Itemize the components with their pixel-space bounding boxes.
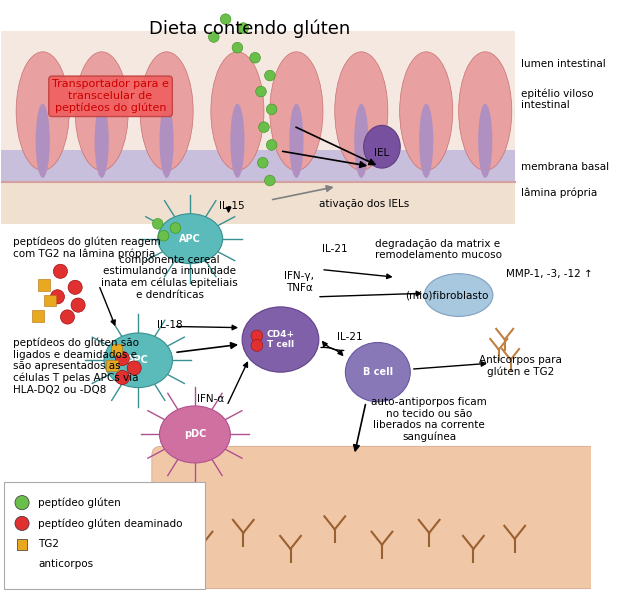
- Circle shape: [250, 52, 260, 63]
- Text: anticorpos: anticorpos: [38, 559, 93, 569]
- Circle shape: [257, 157, 268, 168]
- Text: Anticorpos para
glúten e TG2: Anticorpos para glúten e TG2: [479, 355, 562, 377]
- Text: TG2: TG2: [38, 539, 59, 549]
- Text: lumen intestinal: lumen intestinal: [521, 58, 606, 69]
- Text: IL-21: IL-21: [336, 331, 362, 342]
- Text: B cell: B cell: [363, 367, 393, 377]
- Ellipse shape: [231, 104, 244, 178]
- Ellipse shape: [242, 307, 319, 372]
- Ellipse shape: [459, 52, 511, 170]
- Ellipse shape: [345, 343, 411, 402]
- Circle shape: [221, 14, 231, 24]
- Ellipse shape: [16, 52, 69, 170]
- Ellipse shape: [104, 333, 173, 387]
- Text: peptídeo glúten deaminado: peptídeo glúten deaminado: [38, 518, 183, 529]
- Text: IEL: IEL: [374, 148, 389, 158]
- FancyBboxPatch shape: [1, 182, 515, 224]
- Text: membrana basal: membrana basal: [521, 163, 609, 172]
- Circle shape: [60, 310, 75, 324]
- Circle shape: [15, 495, 29, 510]
- Ellipse shape: [364, 125, 400, 168]
- Circle shape: [238, 23, 249, 33]
- FancyBboxPatch shape: [152, 446, 597, 589]
- Text: peptídeos do glúten reagem
com TG2 na lâmina própria: peptídeos do glúten reagem com TG2 na lâ…: [13, 236, 161, 259]
- Text: IFN-α: IFN-α: [197, 394, 224, 404]
- Circle shape: [255, 86, 266, 97]
- Ellipse shape: [354, 104, 368, 178]
- Circle shape: [251, 340, 263, 352]
- Circle shape: [266, 104, 277, 114]
- Circle shape: [266, 139, 277, 150]
- Circle shape: [170, 223, 181, 234]
- Circle shape: [158, 231, 169, 241]
- Text: peptídeo glúten: peptídeo glúten: [38, 498, 121, 508]
- FancyBboxPatch shape: [1, 150, 515, 182]
- Ellipse shape: [159, 104, 174, 178]
- Circle shape: [127, 361, 141, 375]
- Circle shape: [15, 516, 29, 530]
- Circle shape: [68, 280, 82, 294]
- Text: lâmina própria: lâmina própria: [521, 187, 597, 198]
- Circle shape: [71, 298, 85, 312]
- Text: (mio)fibroblasto: (mio)fibroblasto: [405, 290, 488, 300]
- Circle shape: [115, 370, 130, 384]
- Text: APC: APC: [127, 355, 150, 365]
- Ellipse shape: [400, 52, 453, 170]
- Text: peptídeos do glúten são
ligados e deamidados e
são apresentados as
células T pel: peptídeos do glúten são ligados e deamid…: [13, 337, 139, 395]
- Ellipse shape: [424, 274, 493, 316]
- Text: MMP-1, -3, -12 ↑: MMP-1, -3, -12 ↑: [506, 269, 592, 280]
- Circle shape: [251, 330, 263, 342]
- Text: IL-15: IL-15: [219, 201, 244, 211]
- Ellipse shape: [289, 104, 303, 178]
- Ellipse shape: [159, 406, 231, 463]
- Text: IL-18: IL-18: [157, 319, 183, 330]
- Ellipse shape: [478, 104, 492, 178]
- Ellipse shape: [419, 104, 433, 178]
- Text: auto-antiporpos ficam
no tecido ou são
liberados na corrente
sanguínea: auto-antiporpos ficam no tecido ou são l…: [371, 397, 487, 442]
- Ellipse shape: [140, 52, 193, 170]
- Text: Dieta contendo glúten: Dieta contendo glúten: [148, 19, 350, 38]
- FancyBboxPatch shape: [1, 31, 515, 159]
- Ellipse shape: [36, 104, 50, 178]
- Circle shape: [259, 122, 269, 132]
- Ellipse shape: [158, 214, 222, 263]
- Ellipse shape: [270, 52, 323, 170]
- Ellipse shape: [211, 52, 264, 170]
- Circle shape: [265, 70, 275, 81]
- Text: degradação da matrix e
remodelamento mucoso: degradação da matrix e remodelamento muc…: [374, 238, 502, 260]
- Circle shape: [209, 32, 219, 42]
- Text: IFN-γ,
TNFα: IFN-γ, TNFα: [284, 271, 315, 293]
- Text: ativação dos IELs: ativação dos IELs: [319, 199, 409, 209]
- Text: IL-21: IL-21: [322, 244, 348, 254]
- Circle shape: [153, 219, 163, 229]
- Ellipse shape: [335, 52, 388, 170]
- Text: APC: APC: [179, 234, 201, 244]
- Text: CD4+
T cell: CD4+ T cell: [267, 330, 295, 349]
- Text: pDC: pDC: [184, 430, 206, 439]
- Text: Transportador para e
transcelular de
peptídeos do glúten: Transportador para e transcelular de pep…: [52, 79, 169, 113]
- Ellipse shape: [95, 104, 109, 178]
- Circle shape: [54, 264, 67, 278]
- Text: componente cereal
estimulando a imunidade
inata em células epiteliais
e dendríti: componente cereal estimulando a imunidad…: [101, 254, 238, 300]
- Circle shape: [232, 42, 243, 53]
- Ellipse shape: [75, 52, 128, 170]
- Circle shape: [265, 175, 275, 186]
- Text: epitélio viloso
intestinal: epitélio viloso intestinal: [521, 88, 593, 110]
- Circle shape: [50, 290, 65, 304]
- FancyBboxPatch shape: [4, 482, 205, 589]
- Circle shape: [115, 352, 130, 365]
